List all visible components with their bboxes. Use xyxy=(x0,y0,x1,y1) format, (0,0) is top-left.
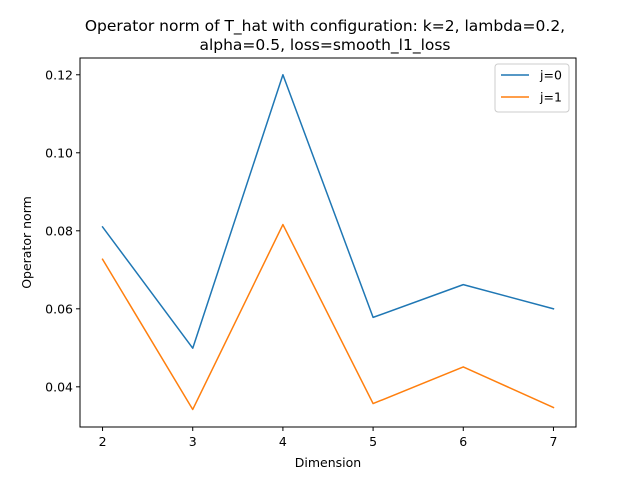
x-tick-label: 7 xyxy=(549,434,557,449)
series-line-j-0 xyxy=(101,74,555,349)
y-axis-label: Operator norm xyxy=(19,196,34,289)
legend-label: j=1 xyxy=(539,90,562,105)
chart-subtitle: alpha=0.5, loss=smooth_l1_loss xyxy=(199,36,450,55)
x-tick-label: 6 xyxy=(459,434,467,449)
legend-label: j=0 xyxy=(539,68,562,83)
x-axis-ticks: 2 3 4 5 6 7 xyxy=(99,427,557,449)
y-tick-label: 0.06 xyxy=(45,301,73,316)
x-tick-label: 2 xyxy=(99,434,107,449)
legend: j=0j=1 xyxy=(494,63,570,113)
series-line-j-1 xyxy=(101,223,555,411)
series-lines xyxy=(101,74,555,411)
y-tick-label: 0.04 xyxy=(45,379,73,394)
x-tick-label: 5 xyxy=(369,434,377,449)
chart-title: Operator norm of T_hat with configuratio… xyxy=(85,17,565,36)
x-tick-label: 3 xyxy=(189,434,197,449)
x-tick-label: 4 xyxy=(279,434,287,449)
y-tick-label: 0.08 xyxy=(45,223,73,238)
x-axis-label: Dimension xyxy=(295,455,361,470)
y-tick-label: 0.10 xyxy=(45,145,73,160)
y-tick-label: 0.12 xyxy=(45,67,73,82)
y-axis-ticks: 0.04 0.06 0.08 0.10 0.12 xyxy=(45,67,80,394)
legend-frame xyxy=(494,63,570,113)
plot-area-frame xyxy=(79,57,577,428)
